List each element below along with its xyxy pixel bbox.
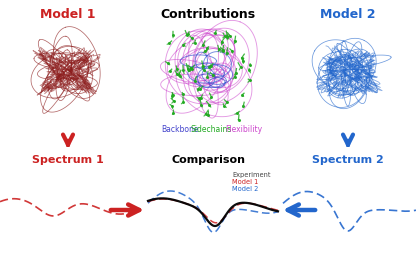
- Text: Backbone: Backbone: [161, 125, 199, 134]
- Text: Experiment: Experiment: [232, 172, 270, 178]
- Text: Spectrum 1: Spectrum 1: [32, 155, 104, 165]
- Text: Comparison: Comparison: [171, 155, 245, 165]
- Text: Sidechains: Sidechains: [190, 125, 232, 134]
- Text: Flexibility: Flexibility: [225, 125, 262, 134]
- Text: Contributions: Contributions: [161, 8, 255, 21]
- Text: Model 1: Model 1: [40, 8, 96, 21]
- Text: Model 1: Model 1: [232, 179, 258, 185]
- Text: Spectrum 2: Spectrum 2: [312, 155, 384, 165]
- Text: Model 2: Model 2: [232, 186, 258, 192]
- Text: Model 2: Model 2: [320, 8, 376, 21]
